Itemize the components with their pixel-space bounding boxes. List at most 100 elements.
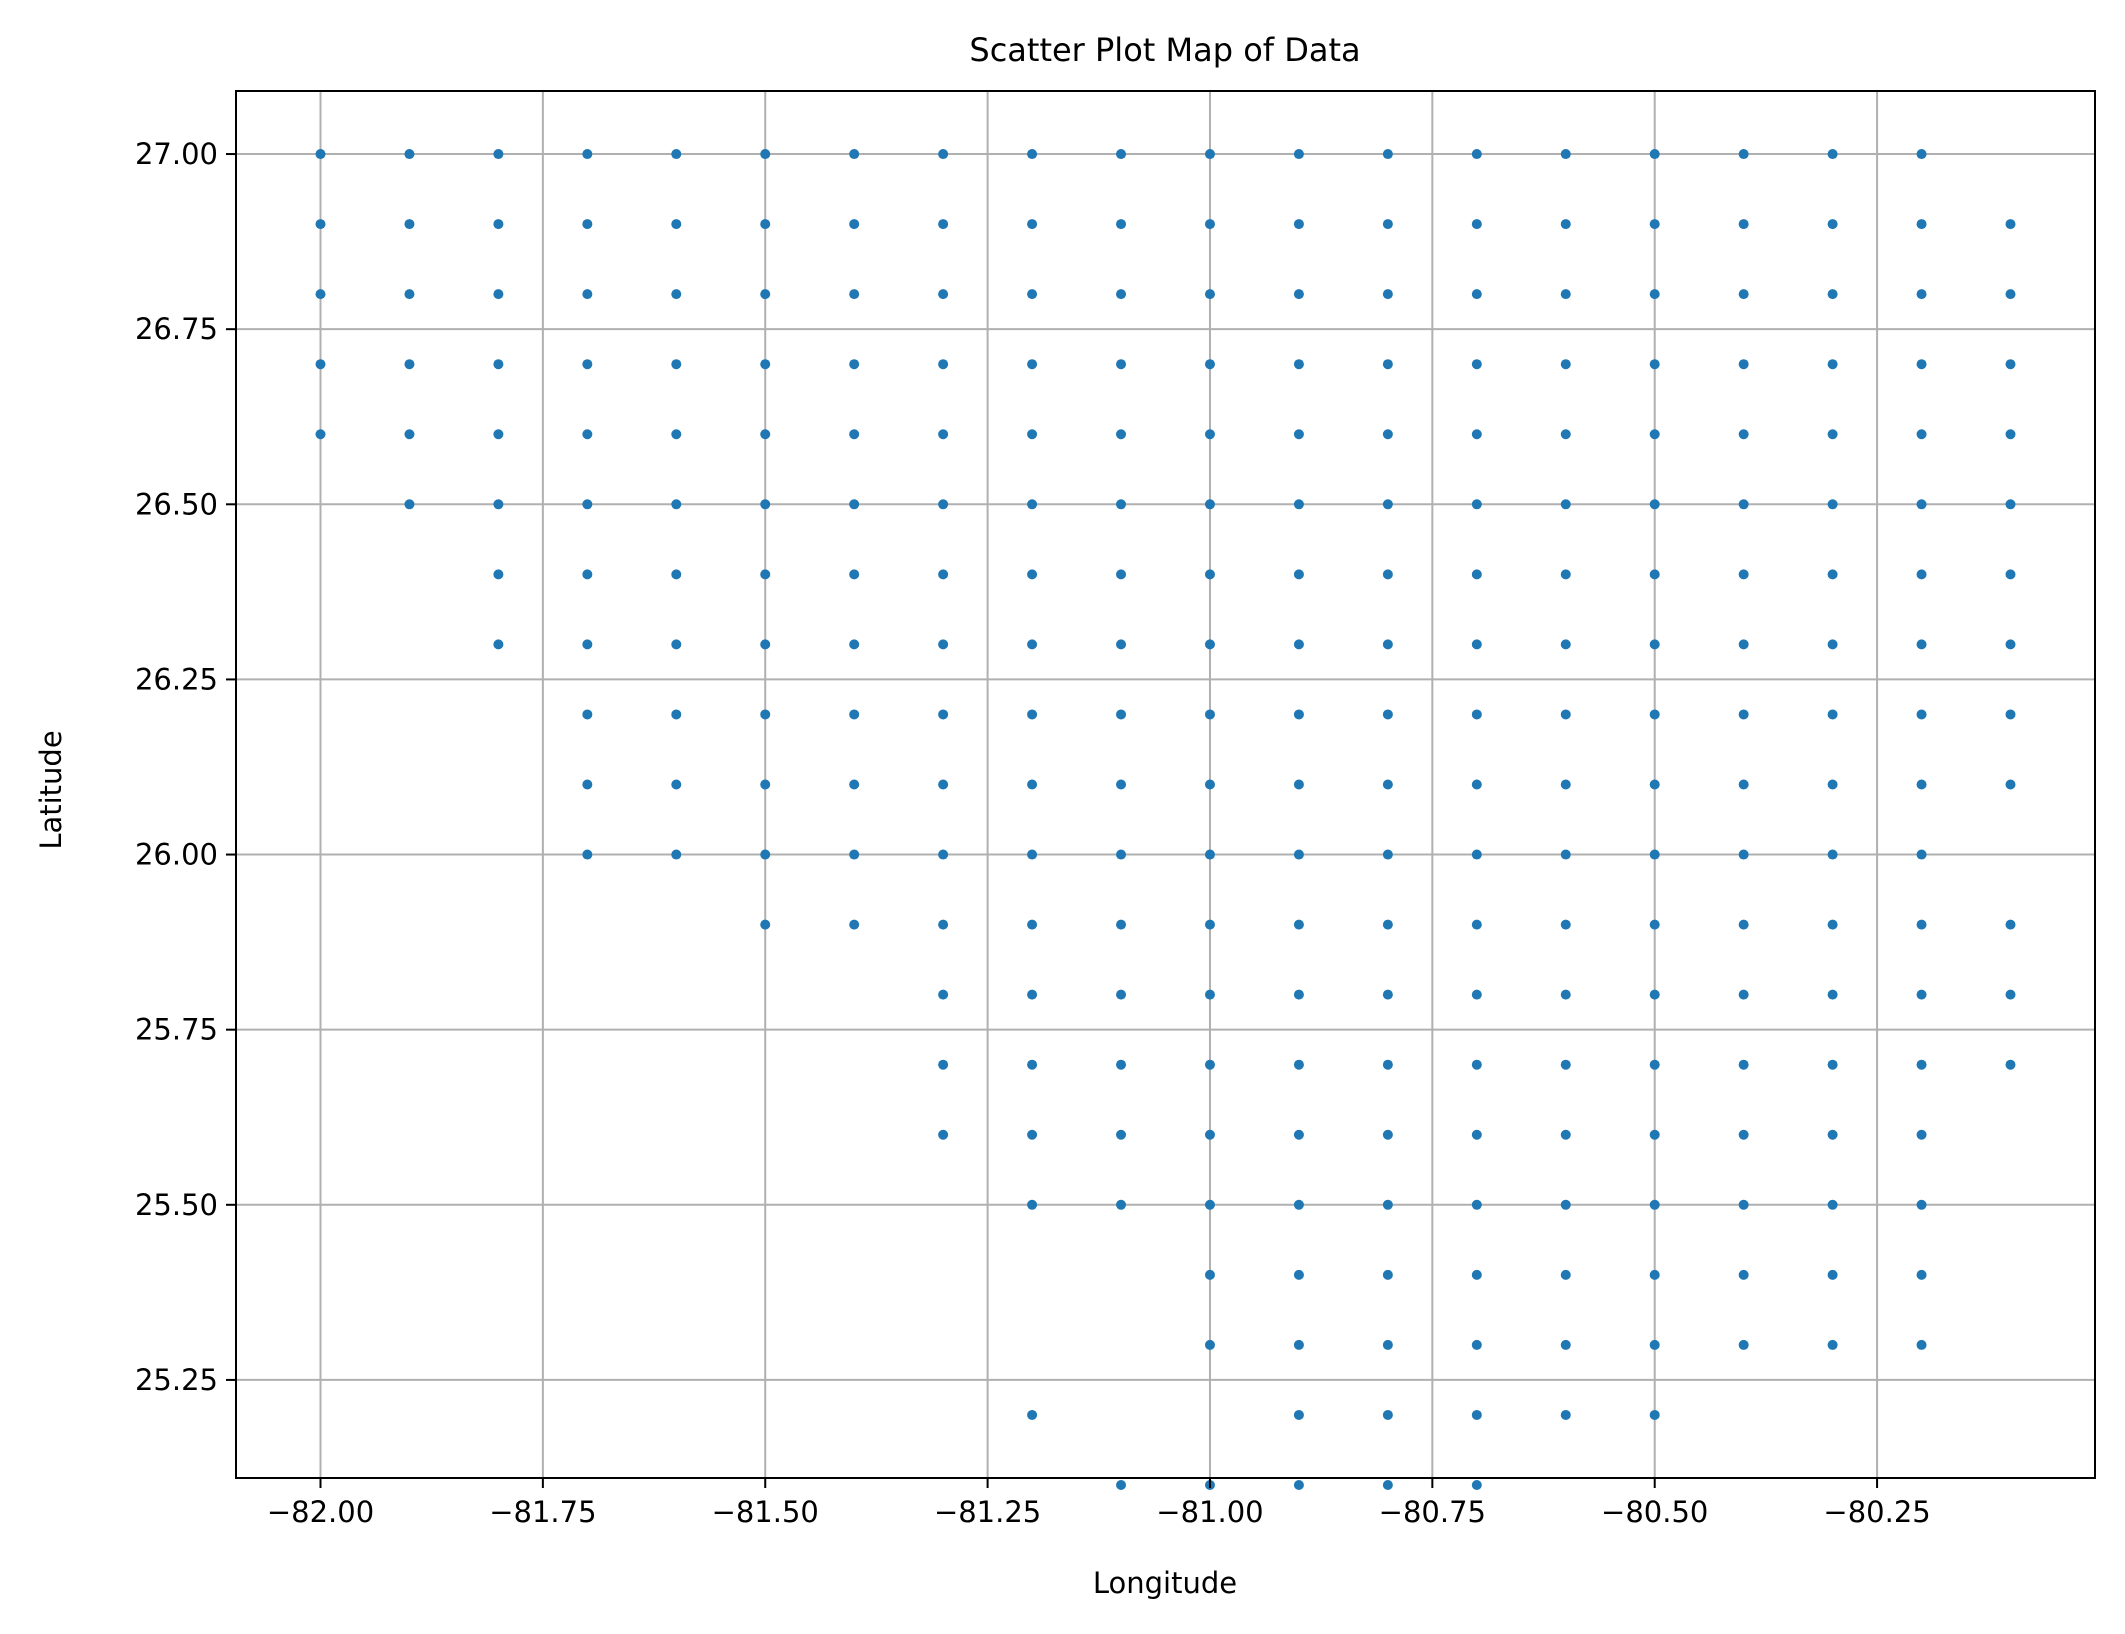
data-point — [1827, 639, 1838, 650]
data-point — [2005, 639, 2016, 650]
data-point — [938, 1059, 949, 1070]
data-point — [671, 289, 682, 300]
data-point — [1916, 1269, 1927, 1280]
data-point — [671, 149, 682, 160]
data-point — [1560, 359, 1571, 370]
data-point — [1827, 149, 1838, 160]
data-point — [1382, 429, 1393, 440]
data-point — [1293, 1269, 1304, 1280]
data-point — [671, 499, 682, 510]
y-tick-label: 25.25 — [135, 1363, 218, 1397]
data-point — [849, 639, 860, 650]
data-point — [1916, 849, 1927, 860]
data-point — [938, 219, 949, 230]
data-point — [1738, 1059, 1749, 1070]
data-point — [938, 779, 949, 790]
data-point — [849, 289, 860, 300]
data-point — [1738, 849, 1749, 860]
data-point — [1382, 1199, 1393, 1210]
data-point — [1116, 1059, 1127, 1070]
data-point — [1204, 219, 1215, 230]
data-point — [1204, 149, 1215, 160]
data-point — [582, 499, 593, 510]
data-point — [1293, 149, 1304, 160]
data-point — [1116, 849, 1127, 860]
data-point — [1471, 1059, 1482, 1070]
data-point — [582, 149, 593, 160]
data-point — [1560, 1409, 1571, 1420]
data-point — [1116, 1480, 1127, 1491]
data-point — [1916, 989, 1927, 1000]
data-point — [671, 709, 682, 720]
data-point — [671, 429, 682, 440]
data-point — [2005, 569, 2016, 580]
data-point — [1293, 779, 1304, 790]
data-point — [1560, 1059, 1571, 1070]
data-point — [1116, 639, 1127, 650]
data-point — [1471, 219, 1482, 230]
data-point — [1738, 569, 1749, 580]
data-point — [1916, 499, 1927, 510]
data-point — [1738, 149, 1749, 160]
data-point — [760, 289, 771, 300]
data-point — [1560, 1339, 1571, 1350]
data-point — [1204, 709, 1215, 720]
data-point — [938, 639, 949, 650]
data-point — [1649, 149, 1660, 160]
data-point — [315, 429, 326, 440]
y-axis-label: Latitude — [34, 730, 68, 849]
data-point — [315, 289, 326, 300]
data-point — [1827, 709, 1838, 720]
data-point — [1649, 709, 1660, 720]
x-axis-label: Longitude — [1093, 1566, 1237, 1600]
data-point — [1382, 639, 1393, 650]
data-point — [1916, 709, 1927, 720]
data-point — [582, 219, 593, 230]
data-point — [1738, 289, 1749, 300]
data-point — [582, 709, 593, 720]
data-point — [2005, 919, 2016, 930]
data-point — [849, 219, 860, 230]
data-point — [1204, 989, 1215, 1000]
data-point — [1738, 989, 1749, 1000]
data-point — [1382, 219, 1393, 230]
data-point — [1471, 429, 1482, 440]
x-tick-label: −81.50 — [712, 1495, 819, 1529]
data-point — [582, 359, 593, 370]
data-point — [1738, 1129, 1749, 1140]
data-point — [493, 149, 504, 160]
y-axis-ticks: 25.25 25.50 25.75 26.00 26.25 26.50 26.75 27.00 — [135, 137, 236, 1397]
data-point — [1916, 1199, 1927, 1210]
data-point — [671, 779, 682, 790]
data-point — [1116, 1199, 1127, 1210]
data-point — [1293, 429, 1304, 440]
data-point — [938, 359, 949, 370]
data-point — [1471, 359, 1482, 370]
data-point — [1204, 639, 1215, 650]
data-point — [938, 499, 949, 510]
data-point — [1827, 849, 1838, 860]
data-point — [1560, 429, 1571, 440]
data-point — [1649, 989, 1660, 1000]
data-point — [1560, 849, 1571, 860]
data-point — [1293, 1129, 1304, 1140]
data-point — [1560, 569, 1571, 580]
data-point — [1560, 1269, 1571, 1280]
data-point — [1827, 1269, 1838, 1280]
plot-frame — [235, 90, 2096, 1479]
data-point — [1827, 779, 1838, 790]
data-point — [1560, 779, 1571, 790]
data-point — [1916, 919, 1927, 930]
data-point — [1293, 709, 1304, 720]
data-point — [404, 219, 415, 230]
data-point — [1382, 1409, 1393, 1420]
data-point — [938, 849, 949, 860]
data-point — [1116, 499, 1127, 510]
data-point — [1116, 569, 1127, 580]
data-point — [493, 639, 504, 650]
data-point — [1560, 1199, 1571, 1210]
x-tick-label: −80.25 — [1823, 1495, 1930, 1529]
data-point — [1204, 849, 1215, 860]
data-point — [404, 149, 415, 160]
data-point — [493, 499, 504, 510]
